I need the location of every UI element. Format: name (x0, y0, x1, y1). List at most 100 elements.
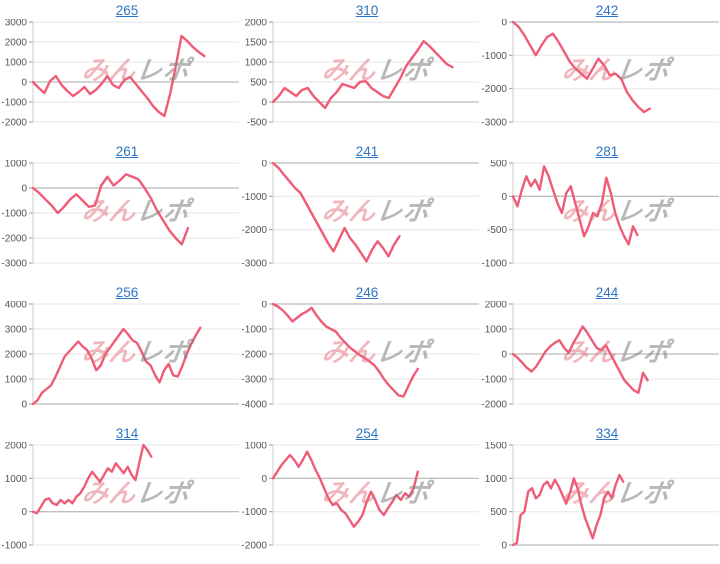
y-axis-label: -3000 (241, 259, 267, 270)
y-axis-label: 0 (21, 400, 27, 411)
y-axis-label: 500 (250, 78, 267, 89)
data-line (31, 34, 206, 118)
y-axis-label: 1000 (5, 474, 28, 485)
chart-title: 261 (0, 141, 240, 160)
y-axis-label: 500 (490, 507, 507, 518)
y-axis-label: -1000 (1, 209, 27, 220)
y-axis-label: 0 (501, 19, 507, 29)
y-axis-label: -4000 (241, 400, 267, 411)
y-axis-label: 1500 (245, 38, 268, 49)
line-chart: 2000 1000 0 -1000 (1, 442, 239, 552)
line-chart: 1000 0 -1000 -2000 -3000 (1, 160, 239, 270)
y-axis-label: -3000 (1, 259, 27, 270)
chart-cell: 244 2000 1000 0 -1000 -2000 みんレポ (480, 282, 720, 423)
chart-title-link[interactable]: 246 (355, 285, 379, 300)
chart-title-link[interactable]: 242 (595, 3, 619, 18)
line-chart: 2000 1000 0 -1000 -2000 (481, 301, 719, 411)
y-axis-label: -2000 (241, 350, 267, 361)
y-axis-label: -1000 (481, 51, 507, 62)
line-chart: 500 0 -500 -1000 (481, 160, 719, 270)
y-axis-label: -2000 (481, 400, 507, 411)
y-axis-label: 0 (501, 350, 507, 361)
chart-cell: 314 2000 1000 0 -1000 みんレポ (0, 423, 240, 564)
y-axis-label: 0 (261, 160, 267, 170)
data-line (271, 161, 401, 263)
data-line (511, 165, 639, 246)
y-axis-label: -3000 (241, 375, 267, 386)
chart-title-link[interactable]: 261 (115, 144, 139, 159)
chart-title-link[interactable]: 254 (355, 426, 379, 441)
chart-title: 246 (240, 282, 480, 301)
chart-title-link[interactable]: 314 (115, 426, 139, 441)
line-chart: 0 -1000 -2000 -3000 (241, 160, 479, 270)
y-axis-label: 2000 (5, 350, 28, 361)
y-axis-label: -1000 (241, 192, 267, 203)
y-axis-label: 3000 (5, 19, 28, 29)
data-line (511, 473, 625, 547)
y-axis-label: -1000 (1, 98, 27, 109)
data-line (271, 40, 454, 110)
y-axis-label: -2000 (1, 118, 27, 129)
y-axis-label: 2000 (5, 442, 28, 452)
y-axis-label: 0 (21, 78, 27, 89)
chart-cell: 265 3000 2000 1000 0 -1000 -2000 みんレポ (0, 0, 240, 141)
data-line (31, 443, 153, 515)
chart-title: 242 (480, 0, 720, 19)
y-axis-label: 1500 (485, 442, 508, 452)
data-line (31, 326, 202, 406)
y-axis-label: 2000 (245, 19, 268, 29)
y-axis-label: -1000 (481, 375, 507, 386)
chart-title: 334 (480, 423, 720, 442)
chart-title: 241 (240, 141, 480, 160)
chart-cell: 261 1000 0 -1000 -2000 -3000 みんレポ (0, 141, 240, 282)
y-axis-label: -500 (487, 225, 507, 236)
chart-title: 244 (480, 282, 720, 301)
chart-title: 254 (240, 423, 480, 442)
y-axis-label: -3000 (481, 118, 507, 129)
chart-title-link[interactable]: 265 (115, 3, 139, 18)
y-axis-label: 500 (490, 160, 507, 170)
y-axis-label: -2000 (241, 225, 267, 236)
chart-title: 265 (0, 0, 240, 19)
y-axis-label: 0 (21, 184, 27, 195)
y-axis-label: -1000 (1, 541, 27, 552)
chart-cell: 242 0 -1000 -2000 -3000 みんレポ (480, 0, 720, 141)
y-axis-label: 1000 (485, 325, 508, 336)
line-chart: 4000 3000 2000 1000 0 (5, 301, 239, 411)
line-chart: 1500 1000 500 0 (485, 442, 719, 552)
data-line (271, 450, 420, 528)
chart-cell: 334 1500 1000 500 0 みんレポ (480, 423, 720, 564)
y-axis-label: 1000 (245, 58, 268, 69)
data-line (271, 302, 420, 398)
chart-title-link[interactable]: 334 (595, 426, 619, 441)
chart-title-link[interactable]: 281 (595, 144, 619, 159)
y-axis-label: 0 (261, 98, 267, 109)
chart-title-link[interactable]: 244 (595, 285, 619, 300)
chart-title-link[interactable]: 256 (115, 285, 139, 300)
y-axis-label: 1000 (245, 442, 268, 452)
chart-cell: 241 0 -1000 -2000 -3000 みんレポ (240, 141, 480, 282)
chart-cell: 281 500 0 -500 -1000 みんレポ (480, 141, 720, 282)
y-axis-label: 4000 (5, 301, 28, 311)
y-axis-label: 1000 (5, 375, 28, 386)
chart-title-link[interactable]: 241 (355, 144, 379, 159)
y-axis-label: 3000 (5, 325, 28, 336)
data-line (511, 20, 651, 114)
chart-cell: 256 4000 3000 2000 1000 0 みんレポ (0, 282, 240, 423)
y-axis-label: 0 (501, 192, 507, 203)
y-axis-label: 1000 (5, 58, 28, 69)
data-line (31, 173, 190, 246)
chart-title: 281 (480, 141, 720, 160)
y-axis-label: -1000 (241, 507, 267, 518)
y-axis-label: 2000 (5, 38, 28, 49)
y-axis-label: -2000 (1, 234, 27, 245)
y-axis-label: -1000 (481, 259, 507, 270)
chart-cell: 246 0 -1000 -2000 -3000 -4000 みんレポ (240, 282, 480, 423)
y-axis-label: -2000 (481, 84, 507, 95)
y-axis-label: 1000 (485, 474, 508, 485)
chart-cell: 310 2000 1500 1000 500 0 -500 みんレポ (240, 0, 480, 141)
line-chart: 0 -1000 -2000 -3000 (481, 19, 719, 129)
chart-title-link[interactable]: 310 (355, 3, 379, 18)
chart-cell: 254 1000 0 -1000 -2000 みんレポ (240, 423, 480, 564)
